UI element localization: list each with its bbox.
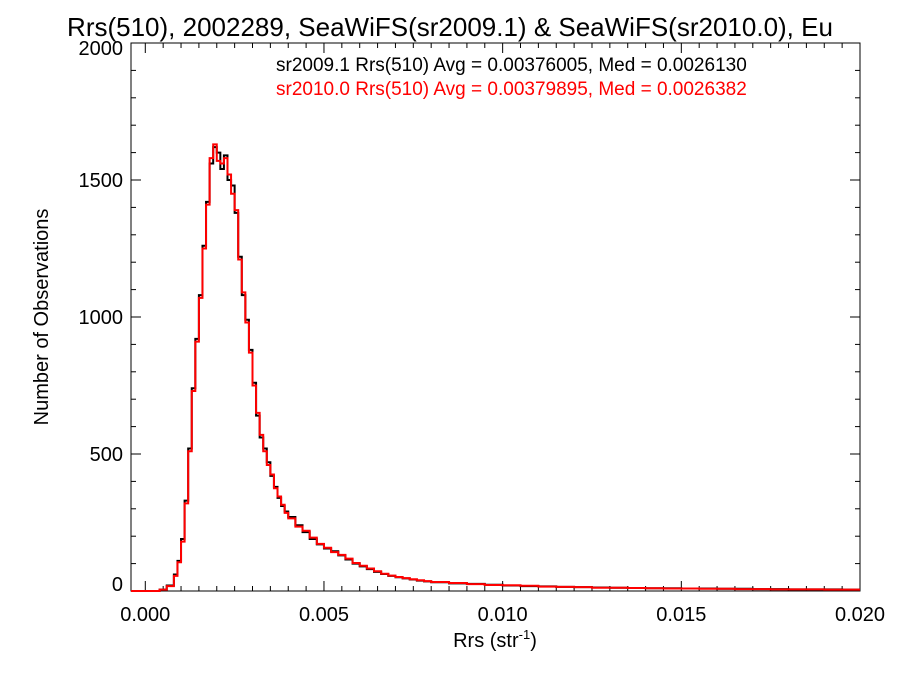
x-axis: 0.000 0.005 0.010 0.015 0.020 (120, 43, 885, 626)
series-line-0 (131, 146, 860, 592)
x-tick-label: 0.020 (835, 604, 885, 626)
y-axis-label: Number of Observations (31, 209, 53, 426)
x-axis-label-base: Rrs (str (453, 630, 519, 652)
chart-title: Rrs(510), 2002289, SeaWiFS(sr2009.1) & S… (67, 12, 833, 42)
x-tick-label: 0.015 (656, 604, 706, 626)
x-tick-label: 0.005 (299, 604, 349, 626)
x-tick-label: 0.000 (120, 604, 170, 626)
annotation-sr2009: sr2009.1 Rrs(510) Avg = 0.00376005, Med … (276, 55, 747, 76)
plot-border (130, 42, 861, 592)
y-tick-label: 0 (112, 574, 123, 596)
y-tick-label: 500 (90, 444, 123, 466)
y-tick-label: 1500 (79, 170, 124, 192)
y-tick-label: 1000 (79, 307, 124, 329)
x-axis-label-close: ) (530, 630, 537, 652)
series-layer (131, 143, 860, 592)
axes-frame (130, 42, 861, 592)
series-line-1 (131, 143, 860, 592)
y-tick-label: 2000 (79, 38, 124, 60)
y-axis: 0 500 1000 1500 2000 (79, 38, 860, 596)
x-axis-label-superscript: -1 (519, 627, 531, 642)
x-tick-label: 0.010 (478, 604, 528, 626)
annotation-sr2010: sr2010.0 Rrs(510) Avg = 0.00379895, Med … (276, 79, 747, 100)
x-axis-label: Rrs (str-1) (453, 627, 537, 652)
